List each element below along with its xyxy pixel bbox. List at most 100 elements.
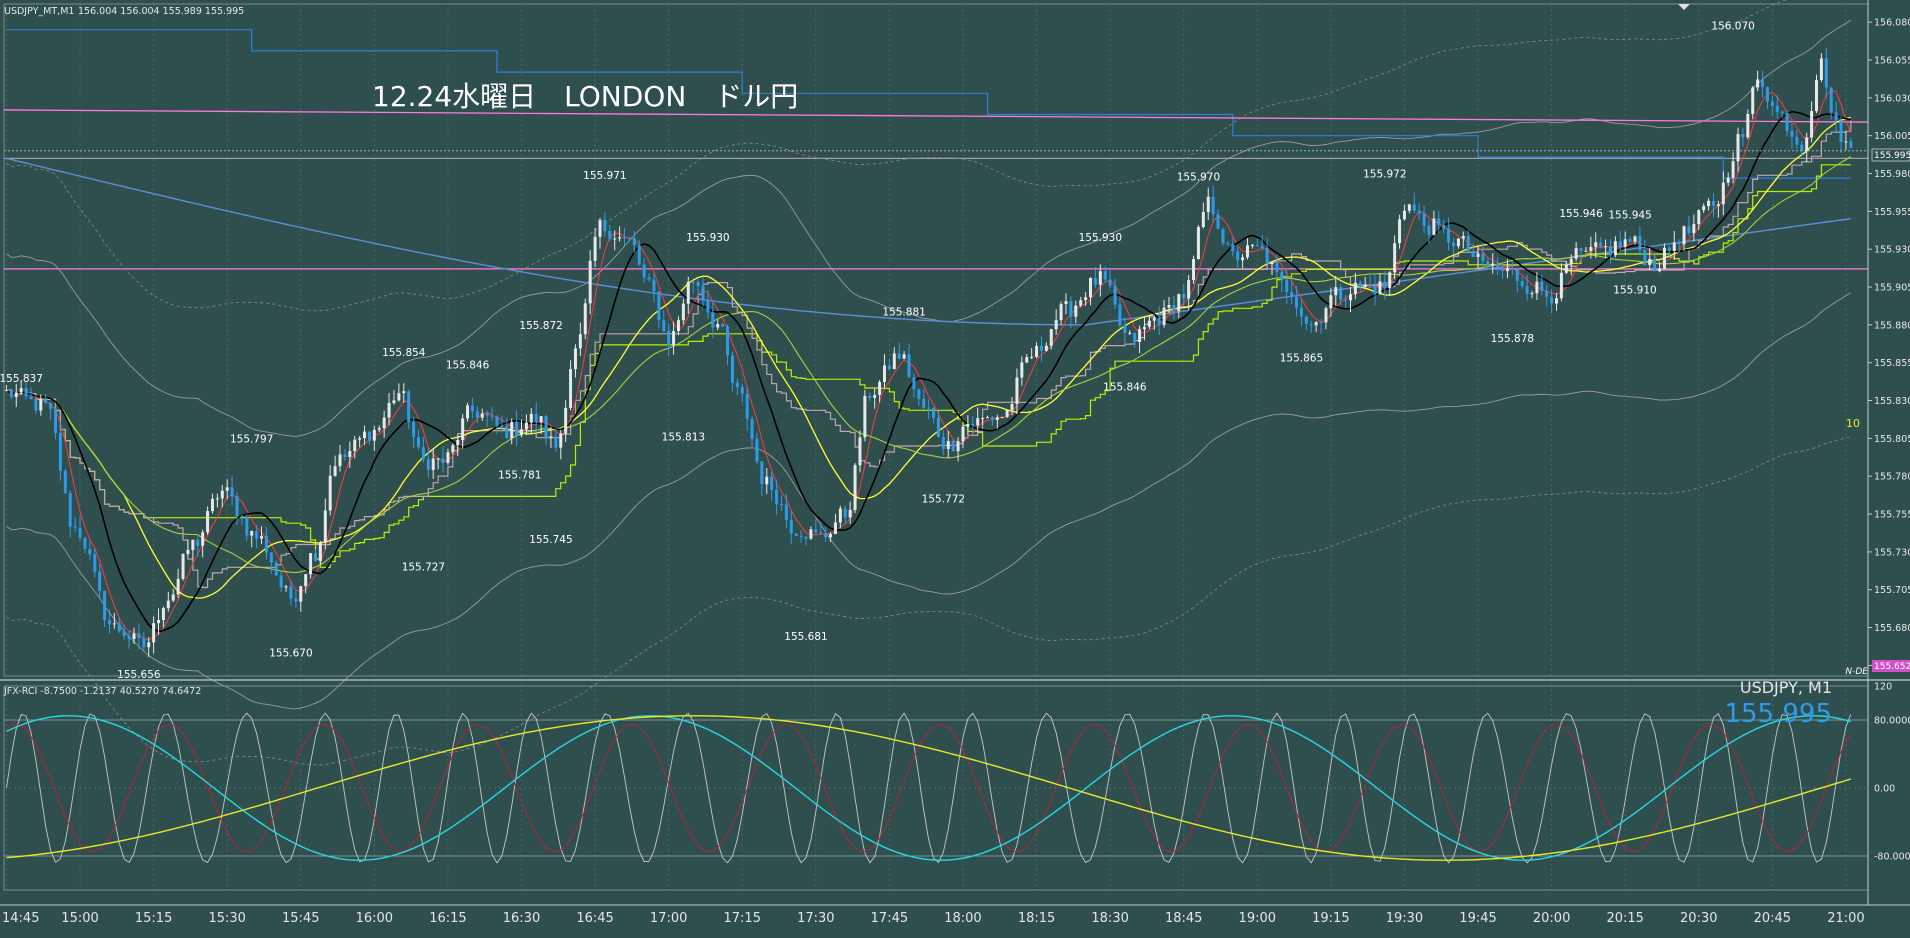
candle-body: [843, 508, 847, 518]
candle-body: [956, 441, 960, 452]
candle-body: [1241, 257, 1245, 261]
candle-body: [1142, 326, 1146, 330]
candle-body: [1765, 87, 1769, 102]
y-tick-label: 156.055: [1874, 56, 1910, 67]
candle-body: [1653, 259, 1657, 272]
candle-body: [446, 452, 450, 463]
candle-body: [34, 399, 38, 411]
candle-body: [1260, 245, 1264, 249]
candle-body: [402, 391, 406, 394]
candle-body: [392, 400, 396, 404]
price-label: 155.971: [583, 170, 626, 182]
candle-body: [309, 553, 313, 575]
candle-body: [882, 365, 886, 383]
candle-body: [210, 498, 214, 512]
candle-body: [1849, 141, 1853, 148]
candle-body: [1226, 243, 1230, 245]
candle-body: [1118, 304, 1122, 326]
candle-body: [1113, 285, 1117, 305]
price-pane[interactable]: 155.837 155.656 155.797 155.670 155.854 155.7…: [0, 0, 1869, 766]
candle-body: [686, 281, 690, 304]
candle-body: [1427, 225, 1431, 235]
candle-body: [1648, 259, 1652, 265]
x-tick-label: 20:30: [1680, 911, 1717, 926]
candle-body: [353, 439, 357, 452]
candle-body: [1108, 279, 1112, 286]
candle-body: [1810, 111, 1814, 138]
price-label: 155.797: [230, 433, 273, 445]
candle-body: [436, 458, 440, 460]
candle-body: [1344, 299, 1348, 301]
x-tick-label: 17:15: [724, 911, 761, 926]
candle-body: [667, 330, 671, 346]
candle-body: [1334, 287, 1338, 296]
rci-pane[interactable]: [6, 712, 1852, 864]
candle-body: [1093, 277, 1097, 285]
candle-body: [986, 417, 990, 419]
candle-body: [1432, 218, 1436, 235]
candle-body: [299, 586, 303, 602]
candle-body: [1456, 238, 1460, 247]
candle-body: [49, 402, 53, 409]
candle-body: [24, 388, 28, 397]
window-title: USDJPY_MT,M1: [4, 6, 74, 17]
candle-body: [1005, 409, 1009, 417]
x-tick-label: 15:15: [135, 911, 172, 926]
candle-body: [1471, 251, 1475, 257]
candle-body: [19, 388, 23, 393]
candle-body: [1540, 281, 1544, 291]
price-label: 155.945: [1608, 209, 1651, 221]
candle-body: [225, 487, 229, 491]
x-tick-label: 14:45: [2, 911, 39, 926]
candle-body: [171, 594, 175, 601]
candle-body: [1348, 294, 1352, 301]
candle-body: [1206, 196, 1210, 212]
pane-marker: N-DE: [1845, 667, 1868, 677]
x-tick-label: 17:30: [797, 911, 834, 926]
y-tick-label: 156.080: [1874, 18, 1910, 29]
candle-body: [1275, 262, 1279, 272]
candle-body: [662, 320, 666, 331]
shift-triangle-icon[interactable]: [1678, 4, 1690, 10]
candle-body: [88, 548, 92, 555]
candle-body: [1025, 357, 1029, 363]
x-tick-label: 21:00: [1827, 911, 1864, 926]
candle-body: [1741, 133, 1745, 138]
candle-body: [338, 454, 342, 467]
candle-body: [1775, 105, 1779, 112]
candle-body: [1780, 111, 1784, 113]
candle-body: [132, 633, 136, 640]
candle-body: [1304, 316, 1308, 325]
candle-body: [696, 282, 700, 287]
candle-body: [1530, 293, 1534, 295]
candle-body: [441, 458, 445, 463]
candle-body: [117, 623, 121, 632]
candle-body: [902, 354, 906, 359]
candle-body: [505, 426, 509, 439]
candle-body: [637, 245, 641, 265]
candle-body: [1829, 87, 1833, 113]
y-tick-label: 156.005: [1874, 131, 1910, 142]
candle-body: [1677, 242, 1681, 245]
candle-body: [269, 552, 273, 563]
candle-body: [593, 236, 597, 261]
candle-body: [93, 554, 97, 572]
candle-body: [588, 260, 592, 304]
candle-body: [181, 554, 185, 579]
y-tick-label: 155.905: [1874, 283, 1910, 294]
candle-body: [466, 405, 470, 419]
candle-body: [485, 413, 489, 416]
candle-body: [166, 600, 170, 609]
candle-body: [1059, 304, 1063, 321]
x-tick-label: 18:00: [944, 911, 981, 926]
x-tick-label: 18:15: [1018, 911, 1055, 926]
candle-body: [1133, 332, 1137, 342]
y-tick-label: 155.855: [1874, 358, 1910, 369]
candle-body: [897, 353, 901, 359]
candle-body: [833, 522, 837, 535]
candle-body: [515, 422, 519, 436]
low-price-tag: [1872, 660, 1910, 672]
candle-body: [613, 238, 617, 240]
x-tick-label: 20:15: [1606, 911, 1643, 926]
